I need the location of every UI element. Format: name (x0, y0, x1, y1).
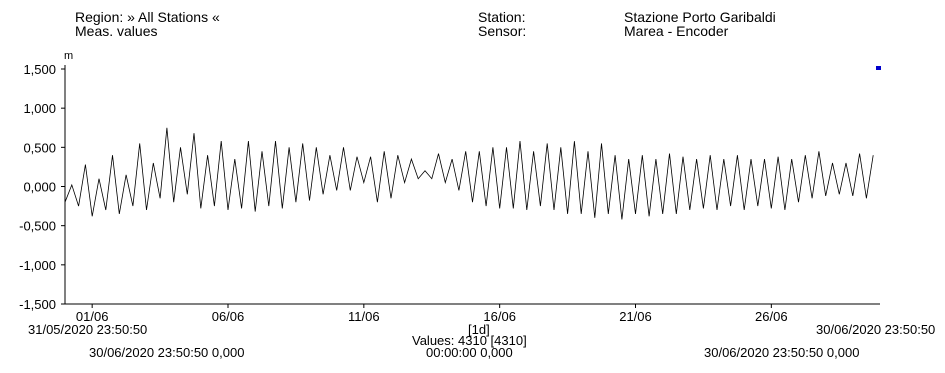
left-cursor-readout: 30/06/2020 23:50:50 0,000 (89, 345, 245, 360)
x-tick-label: 26/06 (755, 309, 788, 324)
y-tick-label: 1,000 (23, 101, 56, 116)
values-count: Values: 4310 [4310] (412, 333, 527, 348)
x-tick-label: 11/06 (348, 309, 380, 324)
y-tick-label: -1,000 (19, 258, 56, 273)
sensor-key: Sensor: (478, 23, 527, 39)
start-datetime: 31/05/2020 23:50:50 (28, 322, 148, 337)
measurement-label: Meas. values (75, 23, 158, 39)
marker-square (876, 66, 881, 70)
station-key: Station: (478, 9, 526, 25)
region-label: Region: » All Stations « (75, 9, 220, 25)
sensor-value: Marea - Encoder (624, 23, 729, 39)
interval-label: [1d] (468, 322, 490, 337)
y-tick-label: 0,500 (23, 140, 56, 155)
right-cursor-readout: 30/06/2020 23:50:50 0,000 (704, 345, 860, 360)
y-axis-unit: m (64, 50, 73, 62)
y-tick-label: -0,500 (19, 219, 56, 234)
x-ticks: 01/06 06/06 11/06 16/06 21/06 26/06 (76, 304, 788, 324)
mid-cursor-readout: 00:00:00 0,000 (426, 345, 513, 360)
series-line (64, 127, 874, 220)
station-value: Stazione Porto Garibaldi (624, 9, 776, 25)
x-tick-label: 06/06 (212, 309, 245, 324)
x-tick-label: 16/06 (483, 309, 516, 324)
y-tick-label: 0,000 (23, 180, 56, 195)
end-datetime: 30/06/2020 23:50:50 (816, 322, 936, 337)
x-tick-label: 21/06 (619, 309, 652, 324)
x-tick-label: 01/06 (76, 309, 109, 324)
y-tick-label: -1,500 (19, 297, 56, 312)
y-tick-label: 1,500 (23, 62, 56, 77)
y-ticks: 1,500 1,000 0,500 0,000 -0,500 -1,000 -1,500 (19, 62, 65, 312)
